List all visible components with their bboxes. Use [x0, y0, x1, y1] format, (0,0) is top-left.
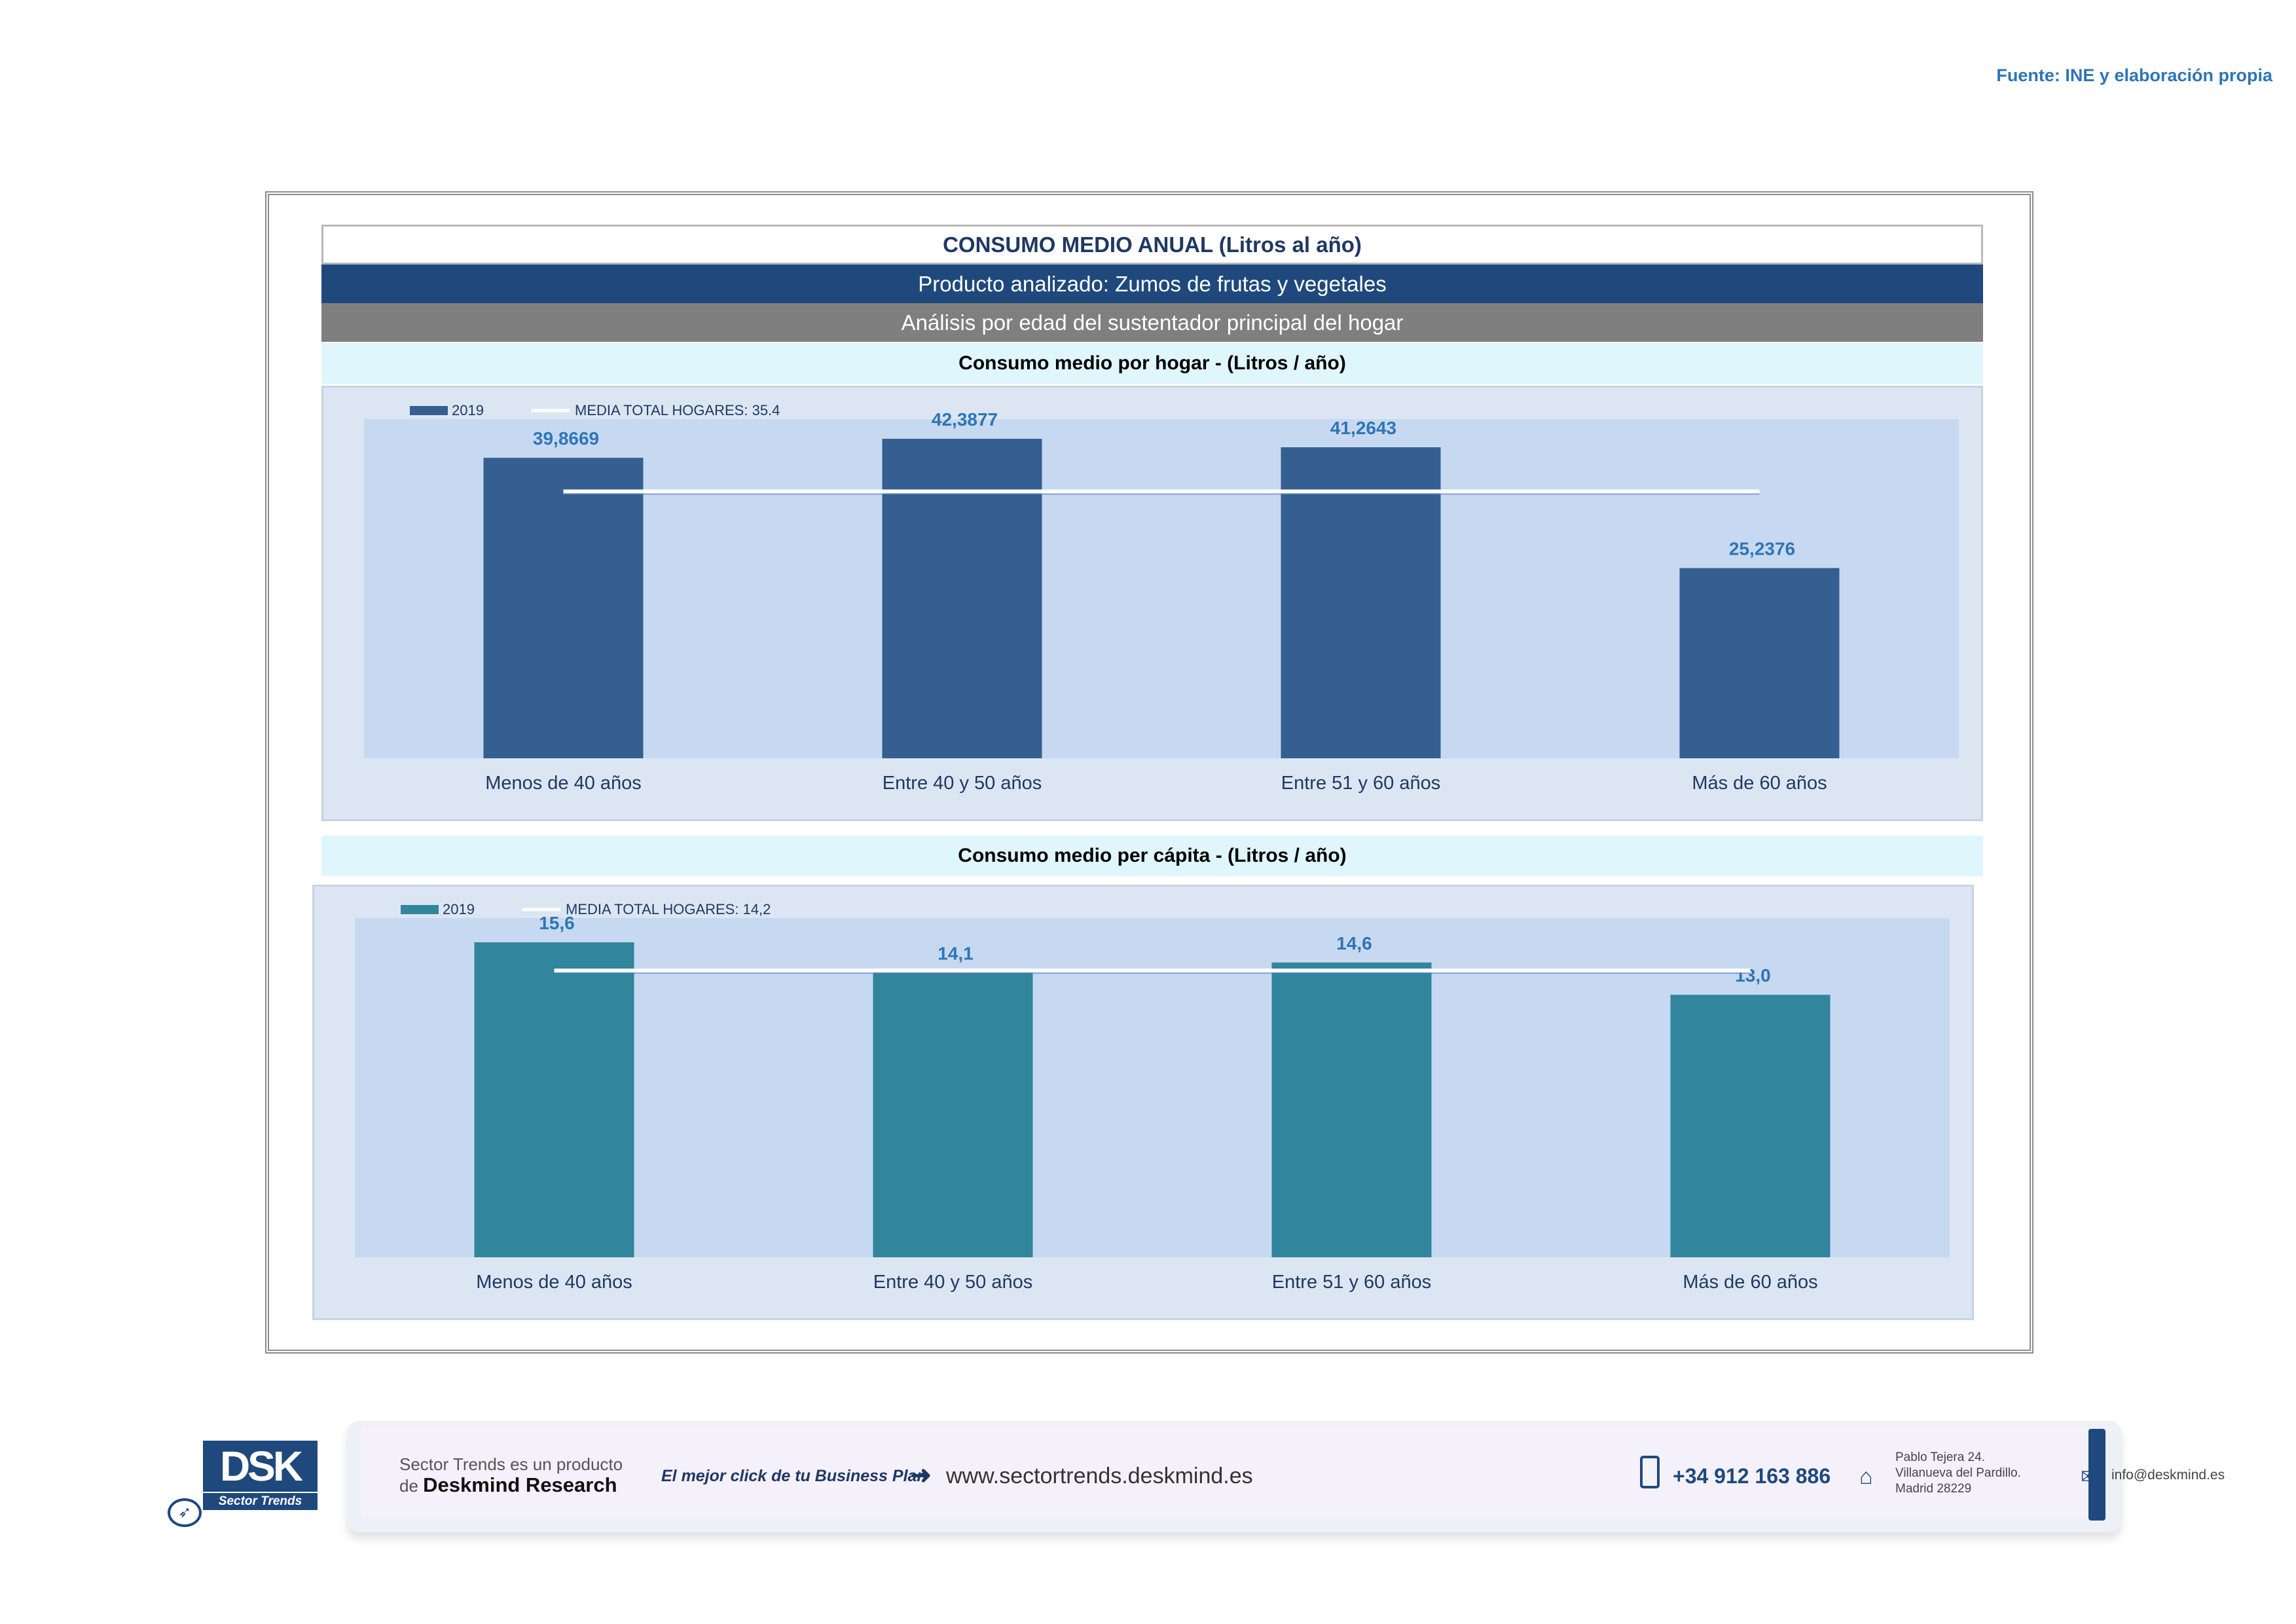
banner-accent: [2088, 1429, 2105, 1521]
dsk-logo: DSK Sector Trends ➶: [164, 1441, 321, 1532]
legend-label-mean: MEDIA TOTAL HOGARES: 14,2: [566, 901, 771, 917]
data-label-4: 25,2376: [1729, 538, 1795, 559]
chart-percapita: 2019 MEDIA TOTAL HOGARES: 14,2 15,6 Menos d…: [312, 885, 1974, 1320]
footer: DSK Sector Trends ➶ Sector Trends es un …: [164, 1421, 2225, 1552]
bar-3: [1281, 447, 1441, 758]
product-line: Sector Trends es un producto de Deskmind…: [399, 1454, 623, 1496]
data-label-1: 15,6: [539, 913, 575, 933]
address-line-1: Pablo Tejera 24.: [1895, 1450, 1985, 1464]
legend-label-2019: 2019: [452, 402, 484, 418]
data-label-2: 42,3877: [932, 409, 998, 430]
legend-swatch-2019: [401, 905, 439, 914]
source-note: Fuente: INE y elaboración propia: [1996, 65, 2272, 85]
product-banner: Producto analizado: Zumos de frutas y ve…: [321, 265, 1983, 303]
bar-4: [1679, 568, 1840, 758]
bar-4: [1670, 995, 1831, 1257]
data-label-1: 39,8669: [533, 428, 599, 449]
address: Pablo Tejera 24. Villanueva del Pardillo…: [1895, 1450, 2021, 1497]
bar-3: [1271, 962, 1432, 1257]
category-label-4: Más de 60 años: [1683, 1272, 1817, 1293]
banner-body: Sector Trends es un producto de Deskmind…: [360, 1426, 2225, 1518]
category-label-1: Menos de 40 años: [476, 1272, 632, 1293]
chart-household-svg: 2019 MEDIA TOTAL HOGARES: 35.4 39,8669 Meno…: [364, 402, 1959, 794]
link-arrow-icon: ➜: [910, 1461, 932, 1490]
chart-percapita-svg: 2019 MEDIA TOTAL HOGARES: 14,215,6 Menos d…: [355, 901, 1950, 1293]
data-label-4: 13,0: [1735, 965, 1771, 986]
legend-swatch-2019: [410, 406, 448, 415]
address-line-2: Villanueva del Pardillo.: [1895, 1466, 2021, 1480]
globe-icon: ➶: [168, 1498, 202, 1527]
report-title: CONSUMO MEDIO ANUAL (Litros al año): [321, 225, 1983, 265]
analysis-banner: Análisis por edad del sustentador princi…: [321, 303, 1983, 342]
address-line-3: Madrid 28229: [1895, 1482, 1972, 1496]
data-label-3: 41,2643: [1330, 418, 1396, 438]
home-icon: ⌂: [1859, 1464, 1873, 1489]
bar-2: [882, 439, 1042, 758]
category-label-4: Más de 60 años: [1692, 773, 1827, 794]
section-title-household: Consumo medio por hogar - (Litros / año): [321, 343, 1983, 384]
data-label-2: 14,1: [938, 943, 974, 963]
logo-mark: DSK: [203, 1441, 318, 1492]
category-label-2: Entre 40 y 50 años: [883, 773, 1042, 794]
product-brand: Deskmind Research: [423, 1473, 617, 1496]
logo-subtitle: Sector Trends: [203, 1493, 318, 1510]
bar-1: [483, 458, 644, 758]
bar-2: [873, 972, 1033, 1257]
website-link[interactable]: www.sectortrends.deskmind.es: [946, 1464, 1253, 1488]
category-label-3: Entre 51 y 60 años: [1272, 1272, 1431, 1293]
chart-household: 2019 MEDIA TOTAL HOGARES: 35.4 39,8669 Meno…: [321, 386, 1983, 821]
contact-banner: Sector Trends es un producto de Deskmind…: [347, 1421, 2225, 1532]
phone-icon: [1640, 1456, 1660, 1488]
bar-1: [474, 942, 634, 1257]
product-line-text: Sector Trends es un producto: [399, 1454, 623, 1474]
email-link[interactable]: info@deskmind.es: [2111, 1467, 2225, 1483]
phone-number[interactable]: +34 912 163 886: [1673, 1464, 1831, 1488]
category-label-3: Entre 51 y 60 años: [1281, 773, 1440, 794]
product-de: de: [399, 1476, 418, 1496]
section-title-percapita: Consumo medio per cápita - (Litros / año…: [321, 836, 1983, 876]
slogan: El mejor click de tu Business Plan: [661, 1467, 927, 1485]
data-label-3: 14,6: [1336, 933, 1372, 953]
category-label-1: Menos de 40 años: [485, 773, 642, 794]
category-label-2: Entre 40 y 50 años: [873, 1272, 1032, 1293]
legend-label-mean: MEDIA TOTAL HOGARES: 35.4: [575, 402, 780, 418]
legend-label-2019: 2019: [443, 901, 475, 917]
